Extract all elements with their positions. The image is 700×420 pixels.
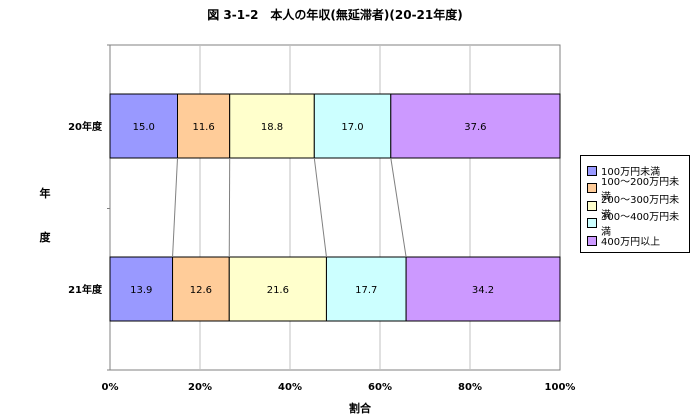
legend-swatch (587, 235, 597, 246)
y-category-label: 21年度 (68, 283, 103, 296)
bar-segment (313, 93, 392, 159)
legend-item: 400万円以上 (587, 232, 689, 250)
data-label: 34.2 (472, 285, 494, 296)
x-tick-label: 100% (545, 382, 576, 393)
legend-item: 100万円未満 (587, 162, 689, 180)
bar-segment (405, 256, 561, 322)
data-label: 17.7 (355, 285, 377, 296)
x-tick-label: 60% (368, 382, 392, 393)
legend-item: 100～200万円未満 (587, 177, 689, 203)
legend-label: 300～400万円未満 (601, 212, 680, 239)
data-label: 15.0 (133, 122, 155, 133)
legend-swatch (587, 218, 597, 229)
series-connector-line (313, 157, 327, 258)
bar-segment (172, 256, 230, 322)
chart-title: 図 3-1-2 本人の年収(無延滞者)(20-21年度) (207, 8, 463, 22)
legend-label: 100万円未満 (601, 167, 661, 179)
legend: 100万円未満 100～200万円未満 200～300万円未満 300～400万円未満… (580, 155, 690, 253)
legend-label: 100～200万円未満 (601, 177, 680, 204)
x-tick-label: 0% (102, 382, 119, 393)
legend-item: 200～300万円未満 (587, 195, 689, 221)
y-category-label: 20年度 (68, 120, 103, 133)
data-label: 17.0 (341, 122, 363, 133)
data-label: 37.6 (464, 122, 486, 133)
y-axis-label-char: 年 (39, 187, 51, 200)
bar-segment (229, 93, 315, 159)
x-tick-label: 80% (458, 382, 482, 393)
legend-label: 200～300万円未満 (601, 194, 680, 221)
legend-swatch (587, 165, 597, 176)
bar-segment (325, 256, 407, 322)
series-connector-line (390, 157, 407, 258)
bar-segment (228, 256, 327, 322)
data-label: 18.8 (261, 122, 283, 133)
x-tick-label: 40% (278, 382, 302, 393)
legend-swatch (587, 200, 597, 211)
y-axis-label-char: 度 (39, 231, 51, 244)
bar-segment (390, 93, 561, 159)
data-label: 13.9 (130, 285, 152, 296)
legend-swatch (587, 183, 597, 194)
bar-segment (109, 93, 178, 159)
x-axis-label: 割合 (349, 402, 371, 415)
x-tick-label: 20% (188, 382, 212, 393)
bar-segment (109, 256, 174, 322)
legend-label: 400万円以上 (601, 237, 661, 249)
data-label: 11.6 (192, 122, 214, 133)
series-connector-line (172, 157, 178, 258)
legend-item: 300～400万円未満 (587, 212, 689, 238)
y-axis-label: 年度 (38, 172, 52, 260)
data-label: 21.6 (267, 285, 289, 296)
data-label: 12.6 (190, 285, 212, 296)
